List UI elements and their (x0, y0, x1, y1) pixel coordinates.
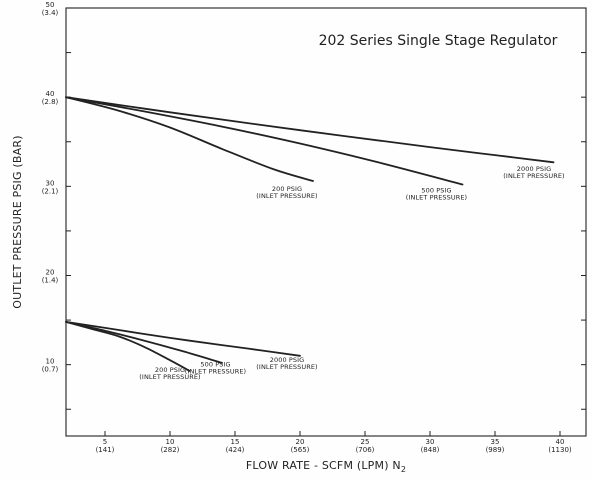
x-tick-sublabel: (141) (96, 446, 115, 454)
series-line (65, 96, 464, 186)
x-tick-label: 15 (231, 438, 240, 446)
series-line (65, 321, 301, 357)
series-line (65, 96, 555, 164)
y-tick-label: 10 (46, 358, 55, 366)
y-tick-label: 30 (46, 179, 55, 187)
x-tick-sublabel: (848) (421, 446, 440, 454)
series-label: 200 PSIG (155, 366, 185, 374)
series-label: (INLET PRESSURE) (406, 194, 467, 202)
plot-area (65, 7, 587, 437)
series-label: 2000 PSIG (517, 165, 552, 173)
x-tick-sublabel: (565) (291, 446, 310, 454)
x-tick-label: 25 (361, 438, 370, 446)
x-tick-label: 20 (296, 438, 305, 446)
y-tick-label: 40 (46, 90, 55, 98)
series-label: (INLET PRESSURE) (185, 367, 246, 375)
y-tick-sublabel: (1.4) (42, 277, 59, 285)
series-label: 200 PSIG (272, 185, 302, 193)
series-line (65, 321, 223, 364)
chart-title: 202 Series Single Stage Regulator (319, 33, 558, 49)
series-line (65, 96, 314, 182)
series-label: (INLET PRESSURE) (256, 192, 317, 200)
y-ticks: 10(0.7) 20(1.4) 30(2.1) 40(2.8) 50(3.4) (42, 1, 586, 410)
series-line (65, 321, 191, 372)
x-axis-label-subscript: 2 (401, 465, 406, 474)
y-tick-label: 20 (46, 269, 55, 277)
y-axis-label: OUTLET PRESSURE PSIG (BAR) (11, 135, 24, 308)
series-label: 500 PSIG (421, 187, 451, 195)
x-tick-sublabel: (989) (486, 446, 505, 454)
x-tick-label: 30 (426, 438, 435, 446)
x-tick-sublabel: (282) (161, 446, 180, 454)
x-tick-label: 10 (166, 438, 175, 446)
x-tick-sublabel: (706) (356, 446, 375, 454)
x-tick-label: 40 (556, 438, 565, 446)
x-ticks: 5(141) 10(282) 15(424) 20(565) 25(706) 30(848… (96, 431, 572, 454)
series-label: 500 PSIG (200, 360, 230, 368)
y-tick-sublabel: (3.4) (42, 9, 59, 17)
series-label: (INLET PRESSURE) (503, 172, 564, 180)
y-tick-sublabel: (2.8) (42, 98, 59, 106)
y-tick-sublabel: (2.1) (42, 187, 59, 195)
series-label: (INLET PRESSURE) (256, 363, 317, 371)
x-tick-sublabel: (424) (226, 446, 245, 454)
x-tick-label: 35 (491, 438, 500, 446)
x-tick-label: 5 (103, 438, 107, 446)
y-tick-sublabel: (0.7) (42, 366, 59, 374)
x-tick-sublabel: (1130) (548, 446, 572, 454)
series-lines (65, 96, 555, 372)
x-axis-label-main: FLOW RATE - SCFM (LPM) N (246, 459, 401, 472)
series-labels: 200 PSIG(INLET PRESSURE)500 PSIG(INLET P… (139, 165, 564, 381)
series-label: 2000 PSIG (270, 356, 305, 364)
y-tick-label: 50 (46, 1, 55, 9)
series-label: (INLET PRESSURE) (139, 373, 200, 381)
x-axis-label: FLOW RATE - SCFM (LPM) N2 (246, 459, 406, 474)
